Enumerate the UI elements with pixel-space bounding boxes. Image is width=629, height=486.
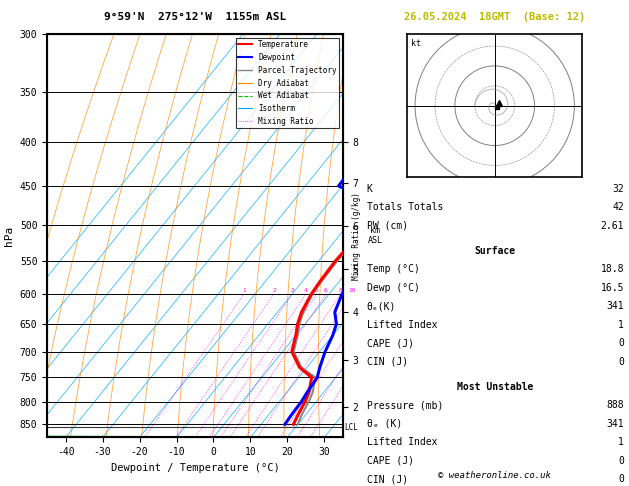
Text: Totals Totals: Totals Totals <box>367 202 443 212</box>
Text: 4: 4 <box>304 288 308 293</box>
Y-axis label: hPa: hPa <box>4 226 14 246</box>
Text: LCL: LCL <box>345 422 359 432</box>
Text: CAPE (J): CAPE (J) <box>367 456 414 466</box>
Text: 3: 3 <box>291 288 294 293</box>
Text: Pressure (mb): Pressure (mb) <box>367 400 443 410</box>
Text: θₑ(K): θₑ(K) <box>367 301 396 311</box>
Text: 341: 341 <box>606 301 624 311</box>
Text: θₑ (K): θₑ (K) <box>367 419 402 429</box>
Text: 0: 0 <box>618 456 624 466</box>
X-axis label: Dewpoint / Temperature (°C): Dewpoint / Temperature (°C) <box>111 463 279 473</box>
Text: PW (cm): PW (cm) <box>367 221 408 230</box>
Text: © weatheronline.co.uk: © weatheronline.co.uk <box>438 471 551 480</box>
Text: Surface: Surface <box>474 246 515 256</box>
Text: 1: 1 <box>618 320 624 330</box>
Text: 0: 0 <box>618 357 624 366</box>
Text: 888: 888 <box>606 400 624 410</box>
Text: 0: 0 <box>618 474 624 484</box>
Text: 341: 341 <box>606 419 624 429</box>
Text: Most Unstable: Most Unstable <box>457 382 533 392</box>
Text: 18.8: 18.8 <box>601 264 624 274</box>
Y-axis label: km
ASL: km ASL <box>367 226 382 245</box>
Text: 42: 42 <box>612 202 624 212</box>
Text: CIN (J): CIN (J) <box>367 474 408 484</box>
Legend: Temperature, Dewpoint, Parcel Trajectory, Dry Adiabat, Wet Adiabat, Isotherm, Mi: Temperature, Dewpoint, Parcel Trajectory… <box>236 38 339 128</box>
Text: Dewp (°C): Dewp (°C) <box>367 283 420 293</box>
Text: Lifted Index: Lifted Index <box>367 437 437 447</box>
Text: 0: 0 <box>618 338 624 348</box>
Text: Mixing Ratio (g/kg): Mixing Ratio (g/kg) <box>352 192 361 279</box>
Text: Temp (°C): Temp (°C) <box>367 264 420 274</box>
Text: 16.5: 16.5 <box>601 283 624 293</box>
Text: 8: 8 <box>338 288 342 293</box>
Text: kt: kt <box>411 39 421 48</box>
Text: 9°59'N  275°12'W  1155m ASL: 9°59'N 275°12'W 1155m ASL <box>104 12 286 22</box>
Text: 2: 2 <box>272 288 276 293</box>
Text: 2.61: 2.61 <box>601 221 624 230</box>
Text: 32: 32 <box>612 184 624 193</box>
Text: CIN (J): CIN (J) <box>367 357 408 366</box>
Text: 26.05.2024  18GMT  (Base: 12): 26.05.2024 18GMT (Base: 12) <box>404 12 586 22</box>
Text: CAPE (J): CAPE (J) <box>367 338 414 348</box>
Text: 1: 1 <box>242 288 246 293</box>
Text: 10: 10 <box>348 288 356 293</box>
Text: 6: 6 <box>324 288 328 293</box>
Text: 5: 5 <box>315 288 319 293</box>
Text: Lifted Index: Lifted Index <box>367 320 437 330</box>
Text: K: K <box>367 184 372 193</box>
Text: 1: 1 <box>618 437 624 447</box>
